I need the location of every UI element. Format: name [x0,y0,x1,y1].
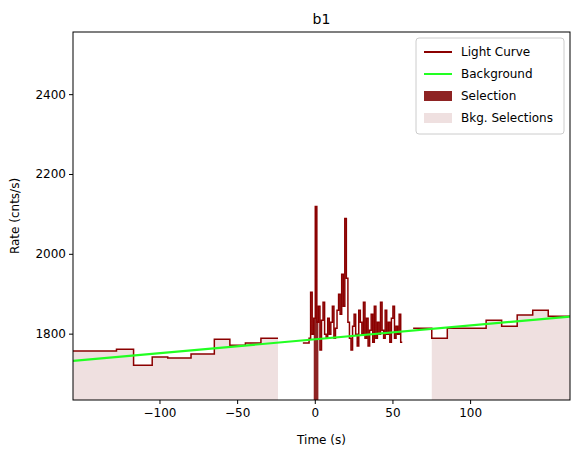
x-tick [159,400,160,404]
x-tick [470,400,471,404]
legend-swatch [424,51,452,53]
x-tick [392,400,393,404]
chart: −100 −50 0 50 100 1800 2000 2200 2400 b1 Time (s) R… [0,0,584,455]
x-tick-label: 50 [385,406,400,420]
y-tick-label: 2400 [35,88,66,102]
y-tick [69,334,73,335]
x-tick [237,400,238,404]
selection-fill [73,338,278,400]
y-tick [69,254,73,255]
x-tick-label: 0 [311,406,319,420]
legend-label: Light Curve [461,45,530,59]
legend-swatch [424,91,452,101]
title: b1 [313,11,331,27]
plot-area [73,206,570,400]
legend: Light Curve Background Selection Bkg. Selec… [416,38,564,134]
frame [73,32,570,400]
legend-label: Selection [461,89,516,103]
legend-label: Background [461,67,533,81]
x-tick [315,400,316,404]
y-tick-label: 1800 [35,327,66,341]
x-tick-label: −100 [143,406,176,420]
legend-box [416,38,564,134]
y-tick-label: 2200 [35,167,66,181]
y-label: Rate (cnts/s) [8,178,22,254]
legend-swatch [424,73,452,75]
y-tick [69,94,73,95]
background-line [73,317,570,361]
y-tick [69,174,73,175]
x-label: Time (s) [296,433,346,447]
x-tick-label: 100 [459,406,482,420]
y-tick-label: 2000 [35,247,66,261]
light-curve [73,206,570,365]
selection-fill [314,206,319,400]
legend-swatch [424,113,452,123]
x-tick-label: −50 [225,406,250,420]
legend-label: Bkg. Selections [461,111,553,125]
